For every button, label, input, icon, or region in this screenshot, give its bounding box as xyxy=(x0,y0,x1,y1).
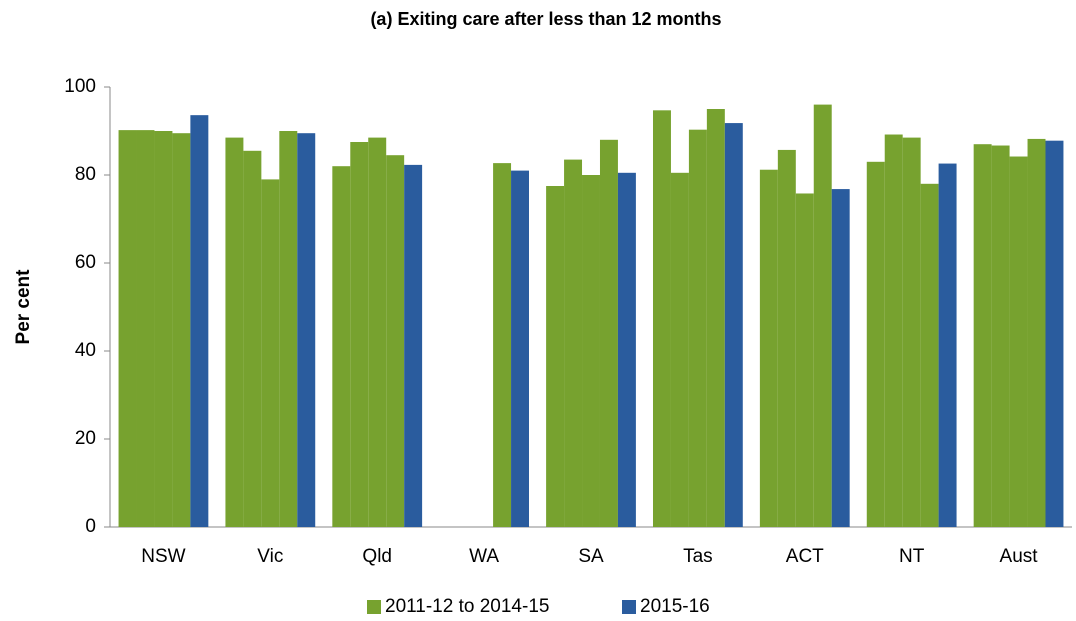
bar xyxy=(759,169,778,527)
x-tick-label: Aust xyxy=(1000,546,1039,567)
x-tick-label: ACT xyxy=(786,546,824,567)
legend-label: 2015-16 xyxy=(640,596,710,617)
bar xyxy=(973,144,992,527)
bar xyxy=(831,189,850,527)
bar xyxy=(1045,140,1064,527)
bar xyxy=(511,170,530,527)
legend-swatch xyxy=(367,600,381,614)
y-tick-label: 20 xyxy=(75,428,96,449)
bar xyxy=(706,109,725,527)
bar xyxy=(546,186,565,527)
bar xyxy=(493,163,512,527)
bar xyxy=(136,130,155,527)
bar xyxy=(777,149,796,528)
x-tick-label: SA xyxy=(578,546,604,567)
x-tick-label: Tas xyxy=(683,546,713,567)
legend-swatch xyxy=(622,600,636,614)
bar xyxy=(1009,156,1028,527)
bar xyxy=(652,110,671,527)
bar xyxy=(261,179,280,527)
legend-label: 2011-12 to 2014-15 xyxy=(385,596,549,617)
bar xyxy=(884,134,903,527)
y-tick-label: 40 xyxy=(75,340,96,361)
bar xyxy=(617,172,636,528)
bar xyxy=(688,129,707,527)
bar xyxy=(920,183,939,528)
bar xyxy=(190,115,209,527)
bar xyxy=(154,131,173,527)
bar xyxy=(386,155,405,527)
bar xyxy=(670,172,689,528)
bar xyxy=(991,145,1010,527)
bar xyxy=(902,137,921,527)
bar xyxy=(866,161,885,528)
y-tick-label: 80 xyxy=(75,164,96,185)
bar xyxy=(297,133,316,527)
bar xyxy=(172,133,191,527)
bar xyxy=(118,130,137,527)
bar xyxy=(795,193,814,528)
bar xyxy=(813,104,832,527)
bar xyxy=(332,166,351,527)
bar xyxy=(582,175,600,527)
bar xyxy=(279,131,298,527)
bar xyxy=(724,123,743,527)
bar xyxy=(938,163,957,527)
y-tick-label: 100 xyxy=(64,76,96,97)
x-tick-label: WA xyxy=(469,546,499,567)
x-tick-label: NT xyxy=(899,546,925,567)
bar xyxy=(350,142,369,527)
bar xyxy=(225,137,244,527)
bar xyxy=(564,159,583,527)
x-tick-label: Vic xyxy=(257,546,283,567)
y-tick-label: 60 xyxy=(75,252,96,273)
bar xyxy=(368,137,387,527)
chart-title: (a) Exiting care after less than 12 mont… xyxy=(370,9,721,29)
bar xyxy=(243,150,262,528)
y-axis-label: Per cent xyxy=(13,269,34,345)
bar xyxy=(599,139,618,528)
x-tick-label: Qld xyxy=(362,546,392,567)
bar xyxy=(404,164,423,527)
x-tick-label: NSW xyxy=(141,546,185,567)
bar xyxy=(1027,138,1046,528)
y-tick-label: 0 xyxy=(85,516,96,537)
